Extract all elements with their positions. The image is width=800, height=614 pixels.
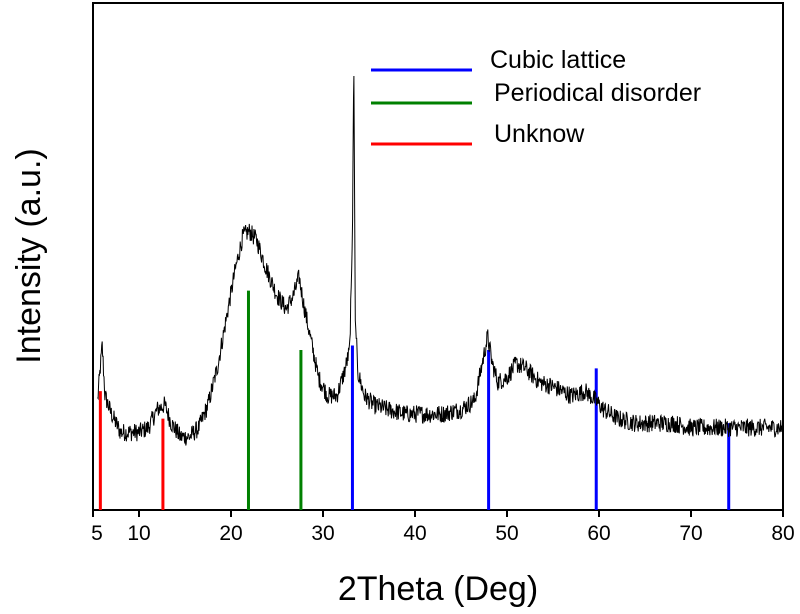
x-tick-label: 30 bbox=[311, 522, 334, 545]
series-line bbox=[97, 75, 784, 446]
x-tick-label: 40 bbox=[403, 522, 426, 545]
legend: Cubic lattice Periodical disorder Unknow bbox=[371, 46, 701, 148]
x-tick-label: 60 bbox=[587, 522, 610, 545]
x-tick-label: 80 bbox=[771, 522, 794, 545]
plot-frame bbox=[92, 2, 784, 511]
legend-label: Periodical disorder bbox=[494, 79, 701, 107]
x-axis-title: 2Theta (Deg) bbox=[338, 570, 538, 608]
x-tick-label: 70 bbox=[679, 522, 702, 545]
x-tick-label: 5 bbox=[91, 522, 103, 545]
x-tick-label: 50 bbox=[495, 522, 518, 545]
x-tick-label: 10 bbox=[127, 522, 150, 545]
reference-lines bbox=[98, 290, 731, 510]
legend-label: Unknow bbox=[494, 120, 585, 148]
x-axis-ticks bbox=[92, 510, 784, 517]
legend-label: Cubic lattice bbox=[490, 46, 626, 74]
y-axis-title: Intensity (a.u.) bbox=[10, 148, 48, 363]
x-axis-tick-labels: 5 10 20 30 40 50 60 70 80 bbox=[91, 522, 795, 545]
x-tick-label: 20 bbox=[219, 522, 242, 545]
plot-area bbox=[92, 2, 784, 511]
